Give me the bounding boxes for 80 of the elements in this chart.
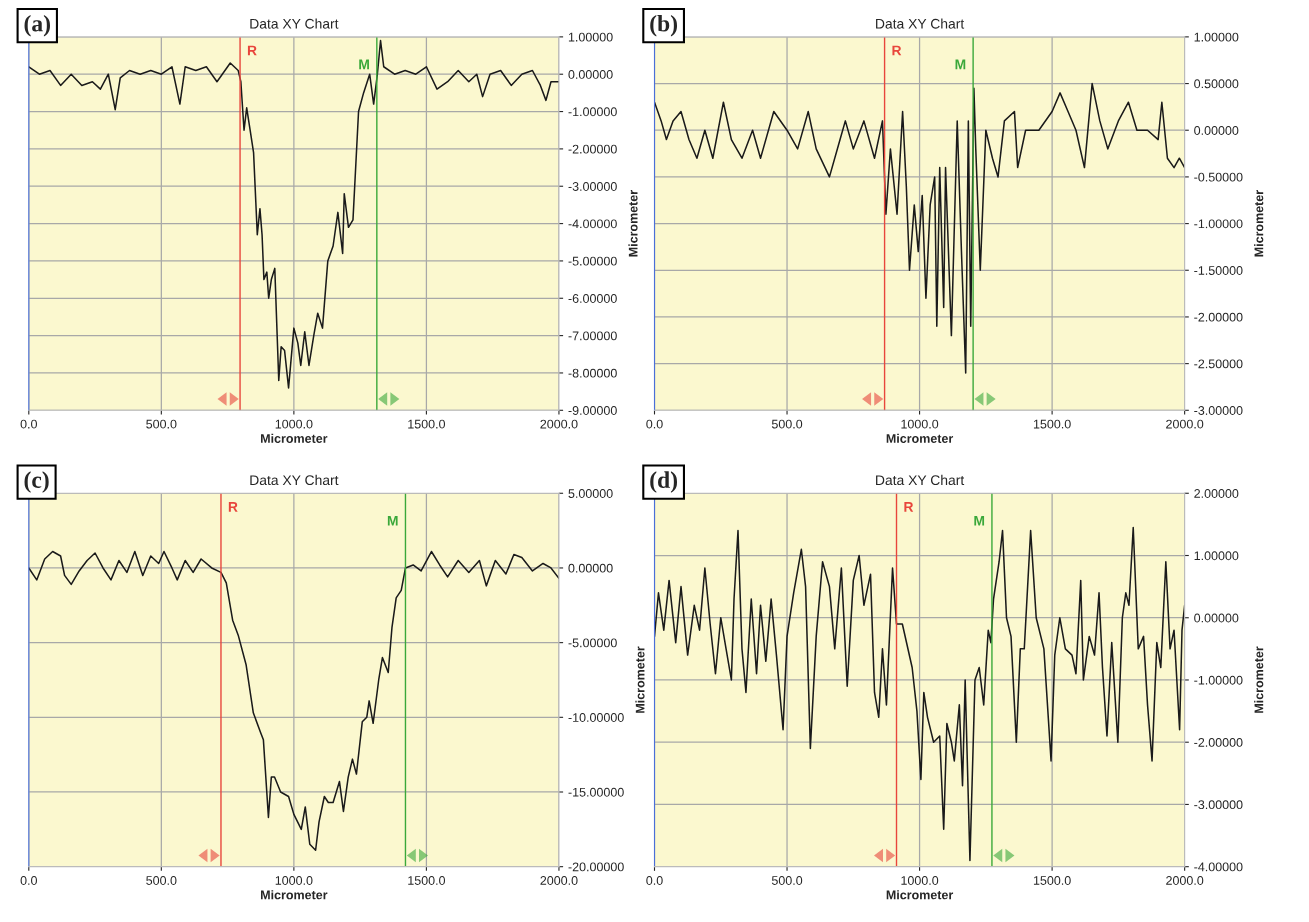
text: (b)	[650, 14, 678, 37]
x-tick-label: 0.0	[20, 419, 37, 429]
x-tick-label: 2000.0	[540, 876, 578, 885]
ref-line-label: R	[228, 502, 238, 512]
x-tick-label: 1500.0	[1033, 419, 1071, 429]
y-tick-label: -3.00000	[568, 182, 617, 191]
y-tick-label: 0.00000	[568, 70, 613, 79]
ref-line-label: M	[387, 516, 398, 526]
x-axis-title: Micrometer	[261, 890, 328, 900]
chart-title: Data XY Chart	[876, 474, 965, 486]
y-tick-label: -1.00000	[1194, 675, 1243, 685]
y-tick-label: -0.50000	[1194, 172, 1243, 182]
chart-title: Data XY Chart	[876, 18, 965, 29]
x-tick-label: 2000.0	[1166, 419, 1204, 429]
ref-line-label: R	[247, 45, 257, 56]
x-tick-label: 1500.0	[1033, 876, 1071, 885]
text: (c)	[24, 471, 49, 493]
y-tick-label: -1.00000	[1194, 219, 1243, 229]
y-tick-label: -2.00000	[568, 144, 617, 154]
x-tick-label: 0.0	[646, 419, 663, 429]
y-tick-label: 5.00000	[568, 489, 613, 498]
chart-title: Data XY Chart	[250, 18, 339, 29]
y-tick-label: 1.00000	[568, 32, 613, 42]
y-axis-title: Micrometer	[1254, 646, 1264, 713]
y-axis-title: Micrometer	[1254, 190, 1264, 257]
x-axis-title: Micrometer	[886, 890, 954, 900]
line-series	[654, 526, 1185, 862]
x-tick-label: 1000.0	[901, 419, 939, 429]
y-tick-label: -5.00000	[568, 638, 617, 648]
x-tick-label: 2000.0	[540, 419, 578, 429]
y-tick-label: -1.00000	[568, 107, 617, 117]
ref-line-label: M	[974, 516, 985, 526]
y-axis-title: Micrometer	[628, 190, 638, 257]
x-tick-label: 2000.0	[1166, 876, 1204, 885]
x-tick-label: 1000.0	[275, 419, 313, 429]
y-tick-label: 1.00000	[1194, 32, 1239, 42]
ref-line-label: M	[359, 59, 369, 70]
y-tick-label: 0.50000	[1194, 79, 1239, 89]
y-tick-label: -5.00000	[568, 256, 617, 266]
x-tick-label: 1500.0	[408, 419, 446, 429]
x-tick-label: 500.0	[771, 876, 803, 885]
y-tick-label: -3.00000	[1194, 406, 1243, 415]
line-series	[28, 550, 559, 852]
x-axis-title: Micrometer	[261, 433, 328, 443]
y-tick-label: 2.00000	[1194, 489, 1239, 498]
y-tick-label: 0.00000	[1194, 126, 1239, 135]
x-tick-label: 1000.0	[275, 876, 313, 885]
y-tick-label: -2.00000	[1194, 312, 1243, 322]
y-axis-title: Micrometer	[635, 646, 645, 713]
y-tick-label: 1.00000	[1194, 551, 1239, 561]
y-tick-label: -3.00000	[1194, 800, 1243, 810]
text: (a)	[24, 14, 50, 37]
x-tick-label: 500.0	[146, 876, 177, 885]
x-tick-label: 1000.0	[901, 876, 939, 885]
x-tick-label: 500.0	[146, 419, 177, 429]
x-tick-label: 500.0	[771, 419, 803, 429]
chart-title: Data XY Chart	[250, 474, 339, 486]
y-tick-label: -4.00000	[1194, 862, 1243, 872]
y-tick-label: -4.00000	[568, 219, 617, 229]
x-tick-label: 0.0	[20, 876, 37, 885]
text: (d)	[650, 471, 678, 493]
y-tick-label: -9.00000	[568, 406, 617, 415]
y-tick-label: -8.00000	[568, 368, 617, 378]
line-series	[654, 82, 1185, 374]
ref-line-label: R	[892, 45, 902, 56]
y-tick-label: -2.50000	[1194, 359, 1243, 369]
y-tick-label: -20.00000	[568, 862, 624, 872]
ref-line-label: M	[955, 59, 966, 70]
y-tick-label: 0.00000	[1194, 613, 1239, 623]
y-tick-label: -6.00000	[568, 294, 617, 303]
x-tick-label: 0.0	[646, 876, 663, 885]
y-tick-label: -7.00000	[568, 331, 617, 341]
y-tick-label: -1.50000	[1194, 266, 1243, 275]
y-tick-label: -10.00000	[568, 713, 624, 722]
x-axis-title: Micrometer	[886, 433, 954, 443]
y-tick-label: -15.00000	[568, 787, 624, 797]
ref-line-label: R	[904, 502, 914, 512]
x-tick-label: 1500.0	[408, 876, 446, 885]
y-tick-label: -2.00000	[1194, 738, 1243, 747]
y-tick-label: 0.00000	[568, 563, 613, 573]
